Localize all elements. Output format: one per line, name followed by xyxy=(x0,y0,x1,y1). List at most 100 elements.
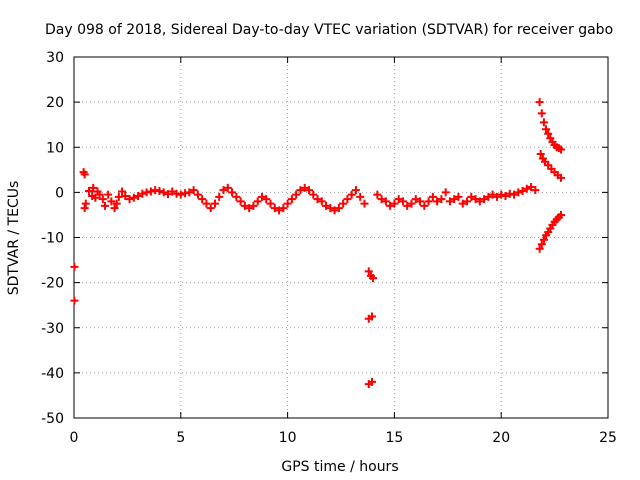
data-point xyxy=(539,118,548,127)
data-point xyxy=(537,109,546,118)
data-point xyxy=(557,173,566,182)
tick-labels: 0 5 10 15 20 25 -50 -40 -30 -20 -10 0 10 20 30 xyxy=(41,50,617,446)
data-point xyxy=(146,187,155,196)
data-points xyxy=(70,98,566,389)
data-point xyxy=(283,199,292,208)
x-tick-label: 20 xyxy=(492,430,510,446)
data-point xyxy=(245,204,254,213)
data-point xyxy=(343,195,352,204)
data-point xyxy=(129,193,138,202)
data-point xyxy=(471,195,480,204)
data-point xyxy=(536,150,545,159)
data-point xyxy=(275,206,284,215)
data-point xyxy=(296,186,305,195)
data-point xyxy=(347,190,356,199)
data-point xyxy=(535,244,544,253)
data-point xyxy=(193,190,202,199)
data-point xyxy=(411,195,420,204)
data-point xyxy=(80,204,89,213)
data-point xyxy=(91,193,100,202)
data-point xyxy=(420,201,429,210)
data-point xyxy=(304,186,313,195)
data-point xyxy=(407,199,416,208)
data-point xyxy=(537,240,546,249)
data-point xyxy=(492,192,501,201)
data-point xyxy=(104,190,113,199)
data-point xyxy=(95,190,104,199)
x-tick-label: 5 xyxy=(176,430,185,446)
data-point xyxy=(445,197,454,206)
data-point xyxy=(497,190,506,199)
data-point xyxy=(535,98,544,107)
data-point xyxy=(334,204,343,213)
data-point xyxy=(232,192,241,201)
data-point xyxy=(394,195,403,204)
y-tick-label: -40 xyxy=(41,366,64,382)
data-point xyxy=(81,199,90,208)
data-point xyxy=(367,377,376,386)
y-tick-label: -10 xyxy=(41,231,64,247)
data-point xyxy=(155,187,164,196)
data-point xyxy=(287,195,296,204)
data-point xyxy=(522,184,531,193)
x-tick-label: 15 xyxy=(385,430,403,446)
data-point xyxy=(202,199,211,208)
data-point xyxy=(458,199,467,208)
data-point xyxy=(163,190,172,199)
data-point xyxy=(107,197,116,206)
x-axis-label: GPS time / hours xyxy=(281,459,398,475)
data-point xyxy=(262,195,271,204)
y-tick-label: -30 xyxy=(41,321,64,337)
data-point xyxy=(463,197,472,206)
chart-title: Day 098 of 2018, Sidereal Day-to-day VTE… xyxy=(45,22,613,38)
data-point xyxy=(330,206,339,215)
data-point xyxy=(514,188,523,197)
grid xyxy=(74,57,608,418)
data-point xyxy=(215,192,224,201)
data-point xyxy=(313,195,322,204)
data-point xyxy=(228,188,237,197)
data-point xyxy=(542,125,551,134)
data-point xyxy=(369,274,378,283)
data-point xyxy=(367,312,376,321)
data-point xyxy=(403,201,412,210)
data-point xyxy=(386,201,395,210)
data-point xyxy=(527,182,536,191)
data-point xyxy=(450,195,459,204)
data-point xyxy=(326,204,335,213)
data-point xyxy=(125,195,134,204)
data-point xyxy=(210,199,219,208)
data-point xyxy=(351,186,360,195)
data-point xyxy=(416,197,425,206)
data-point xyxy=(309,190,318,199)
data-point xyxy=(518,187,527,196)
y-axis-label: SDTVAR / TECUs xyxy=(6,181,22,296)
y-tick-label: 30 xyxy=(46,50,64,66)
data-point xyxy=(501,191,510,200)
data-point xyxy=(168,187,177,196)
x-tick-label: 10 xyxy=(279,430,297,446)
data-point xyxy=(112,199,121,208)
data-point xyxy=(339,199,348,208)
data-point xyxy=(185,188,194,197)
data-point xyxy=(322,201,331,210)
data-point xyxy=(240,201,249,210)
data-point xyxy=(539,235,548,244)
x-tick-label: 25 xyxy=(599,430,617,446)
data-point xyxy=(398,197,407,206)
data-point xyxy=(364,267,373,276)
data-point xyxy=(360,199,369,208)
data-point xyxy=(428,192,437,201)
data-point xyxy=(544,129,553,138)
data-point xyxy=(488,190,497,199)
data-point xyxy=(381,197,390,206)
data-point xyxy=(223,183,232,192)
data-point xyxy=(236,197,245,206)
y-tick-label: -50 xyxy=(41,411,64,427)
y-tick-label: 20 xyxy=(46,95,64,111)
data-point xyxy=(377,195,386,204)
data-point xyxy=(373,190,382,199)
data-point xyxy=(189,186,198,195)
y-tick-label: 10 xyxy=(46,140,64,156)
